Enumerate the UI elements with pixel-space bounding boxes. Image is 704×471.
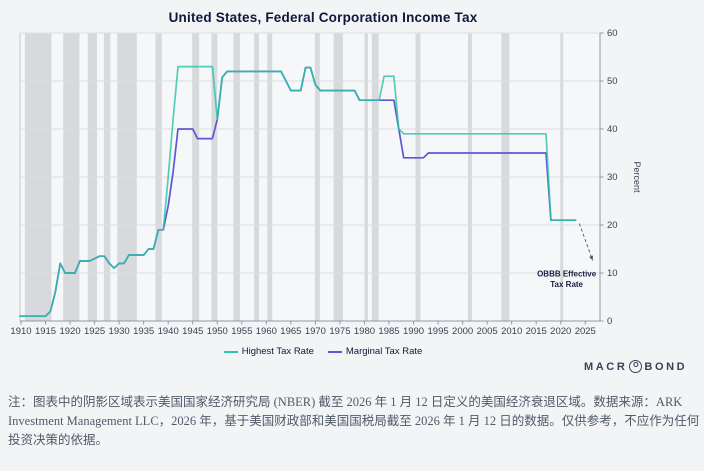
macrobond-logo: MACR O BOND [584,360,687,373]
y-tick-label: 30 [607,172,618,183]
x-tick-label: 2000 [452,326,473,337]
x-tick-label: 1915 [35,326,56,337]
y-tick-label: 60 [607,28,618,39]
x-tick-label: 1980 [354,326,375,337]
legend-item-1: Marginal Tax Rate [327,346,423,357]
y-tick-label: 20 [607,220,618,231]
logo-text-pre: MACR [584,360,628,373]
footnote: 注：图表中的阴影区域表示美国国家经济研究局 (NBER) 截至 2026 年 1… [8,395,700,447]
x-tick-label: 1955 [231,326,252,337]
obbb-arrowhead-icon [589,255,594,261]
logo-text-post: BOND [644,360,688,373]
y-tick-label: 40 [607,124,618,135]
x-tick-label: 1990 [403,326,424,337]
y-tick-label: 0 [607,316,612,327]
x-axis-labels: 1910 1915 1920 1925 1930 1935 1940 1945 1950 1955… [10,321,596,337]
obbb-label: OBBB Effective Tax Rate [537,269,597,289]
x-tick-label: 1950 [207,326,228,337]
chart-legend: Highest Tax Rate Marginal Tax Rate [0,346,646,357]
x-tick-label: 1935 [133,326,154,337]
x-tick-label: 1985 [378,326,399,337]
highest-tax-rate-line [19,65,577,318]
y-axis-labels: 0 10 20 30 40 50 60 [600,28,618,327]
x-tick-label: 1925 [84,326,105,337]
x-tick-label: 1920 [59,326,80,337]
obbb-annotation: OBBB Effective Tax Rate [537,223,597,289]
obbb-arrow [578,223,594,261]
legend-label: Marginal Tax Rate [345,346,423,357]
legend-swatch-icon [327,350,342,353]
gridlines [20,32,600,274]
x-tick-label: 1910 [10,326,31,337]
x-tick-label: 2025 [575,326,596,337]
x-tick-label: 1930 [109,326,130,337]
y-tick-label: 50 [607,76,618,87]
x-tick-label: 1975 [329,326,350,337]
legend-label: Highest Tax Rate [241,346,314,357]
x-tick-label: 2015 [526,326,547,337]
x-tick-label: 1940 [158,326,179,337]
x-tick-label: 1945 [182,326,203,337]
logo-o-circle-icon: O [629,360,643,373]
x-tick-label: 1965 [280,326,301,337]
chart-svg: 0 10 20 30 40 50 60 Percent 1910 1915 1920 1925 1930… [10,28,642,337]
x-tick-label: 2010 [501,326,522,337]
legend-swatch-icon [223,350,238,353]
y-axis-title: Percent [632,161,642,193]
chart-title: United States, Federal Corporation Incom… [168,10,478,25]
x-tick-label: 2005 [477,326,498,337]
legend-item-0: Highest Tax Rate [223,346,314,357]
y-tick-label: 10 [607,268,618,279]
x-tick-label: 1960 [256,326,277,337]
x-tick-label: 2020 [550,326,571,337]
x-tick-label: 1970 [305,326,326,337]
x-tick-label: 1995 [428,326,449,337]
